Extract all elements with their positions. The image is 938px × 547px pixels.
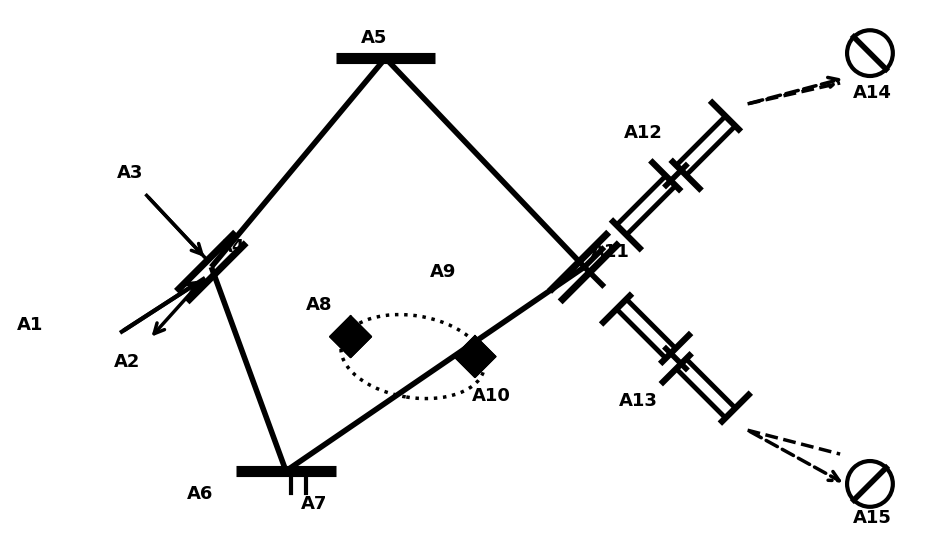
Text: A1: A1 [17, 316, 44, 334]
Text: A4: A4 [219, 238, 246, 256]
Text: A7: A7 [301, 495, 327, 513]
Text: A6: A6 [187, 485, 213, 503]
Text: A12: A12 [624, 124, 663, 142]
Text: A2: A2 [113, 353, 140, 370]
Text: A13: A13 [619, 392, 658, 410]
Text: A5: A5 [360, 29, 387, 47]
Text: A11: A11 [591, 243, 630, 261]
Text: A14: A14 [853, 84, 892, 102]
Text: A15: A15 [853, 509, 892, 527]
Text: A8: A8 [306, 296, 332, 314]
Polygon shape [454, 336, 496, 377]
Text: A3: A3 [117, 164, 144, 182]
Polygon shape [330, 316, 371, 358]
Text: A10: A10 [472, 387, 511, 405]
Text: A9: A9 [431, 263, 457, 281]
